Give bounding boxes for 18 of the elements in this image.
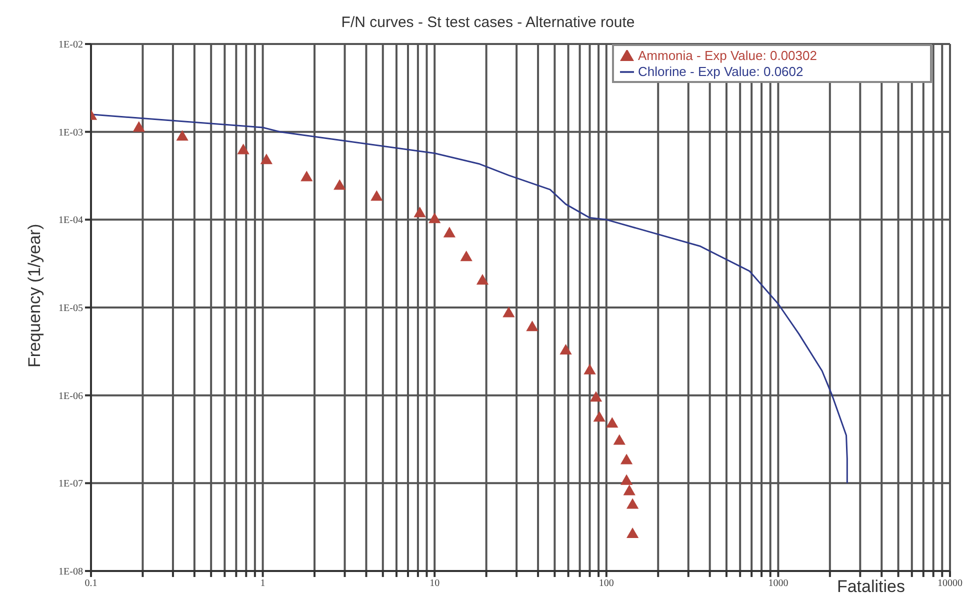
x-axis-title: Fatalities xyxy=(836,577,905,596)
legend-label: Ammonia - Exp Value: 0.00302 xyxy=(638,48,817,63)
y-tick-label: 1E-06 xyxy=(58,390,83,402)
y-tick-label: 1E-04 xyxy=(58,215,83,226)
y-tick-label: 1E-07 xyxy=(58,478,83,490)
y-axis-title: Frequency (1/year) xyxy=(25,224,44,368)
y-tick-label: 1E-03 xyxy=(58,127,83,138)
y-tick-label: 1E-05 xyxy=(58,303,83,314)
chart-title: F/N curves - St test cases - Alternative route xyxy=(340,14,636,31)
x-tick-label: 10 xyxy=(430,578,440,590)
x-tick-label: 1000 xyxy=(768,578,788,590)
y-tick-label: 1E-02 xyxy=(58,40,83,51)
x-tick-label: 0.1 xyxy=(84,578,98,590)
x-tick-label: 10000 xyxy=(938,578,962,590)
legend-label: Chlorine - Exp Value: 0.0602 xyxy=(638,64,804,79)
x-tick-label: 100 xyxy=(598,578,614,590)
y-tick-label: 1E-08 xyxy=(58,566,83,578)
x-tick-label: 1 xyxy=(260,578,266,590)
